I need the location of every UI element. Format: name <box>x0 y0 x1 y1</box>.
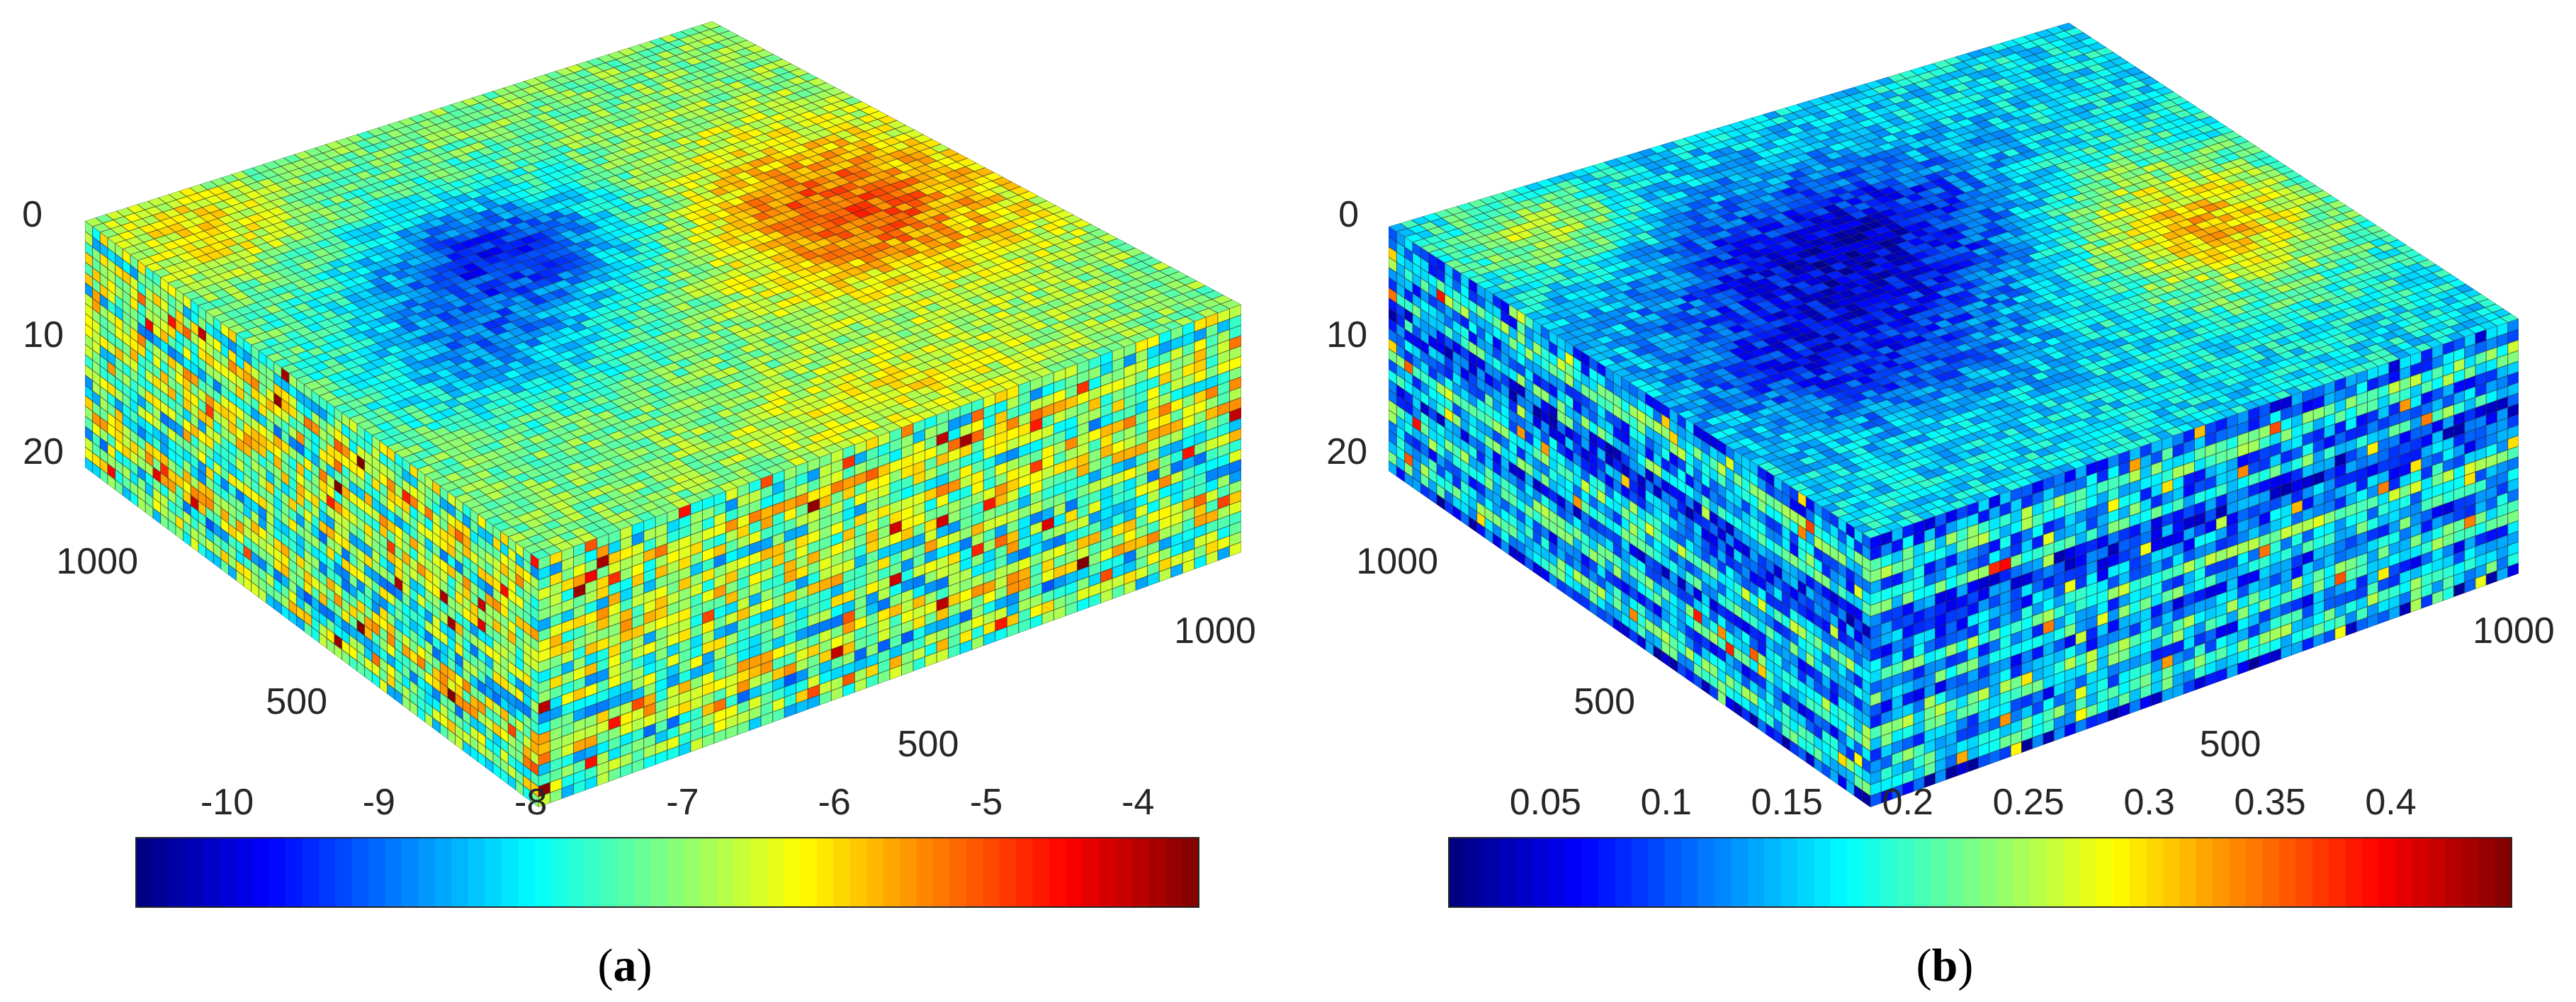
panel-a-top-face <box>85 21 1241 559</box>
panel-a-plot: 0 10 20 1000 500 500 1000 -10 -9 -8 -7 -6 -5-… <box>22 21 1256 991</box>
